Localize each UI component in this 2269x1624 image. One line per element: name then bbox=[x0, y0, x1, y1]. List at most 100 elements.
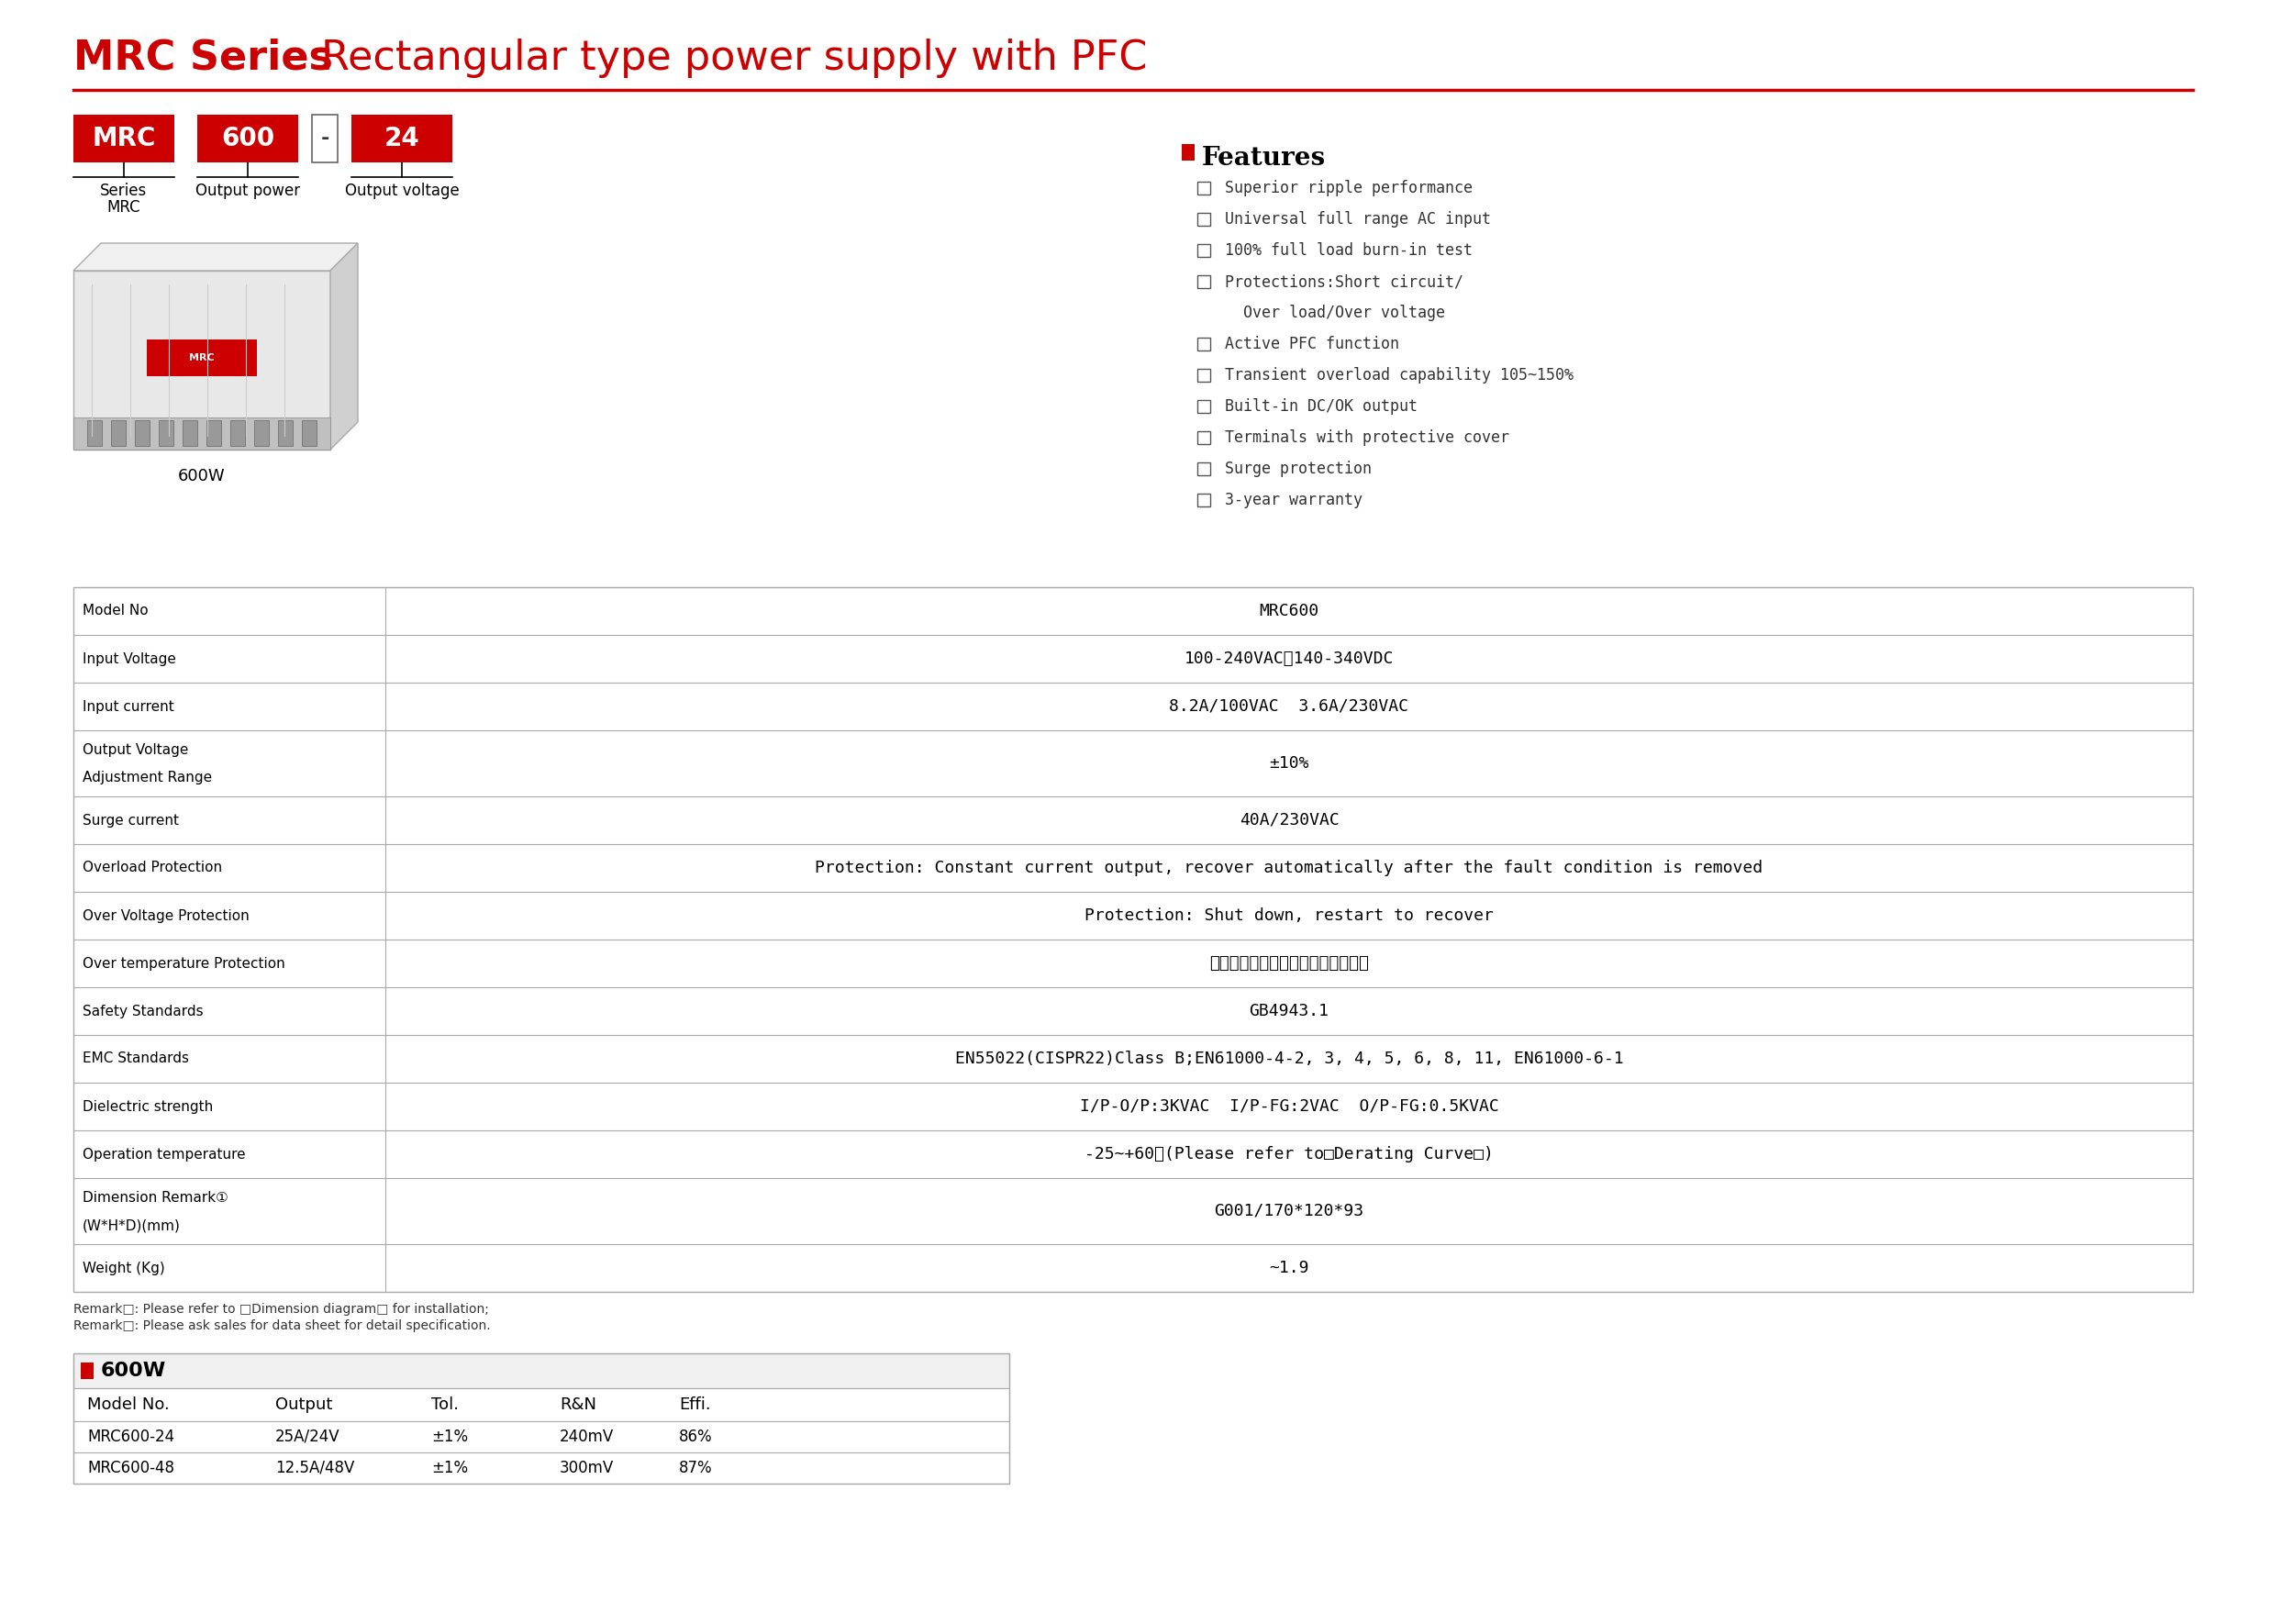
Text: 25A/24V: 25A/24V bbox=[275, 1429, 340, 1445]
Text: Over load/Over voltage: Over load/Over voltage bbox=[1225, 305, 1445, 322]
Text: 24: 24 bbox=[383, 125, 420, 151]
Bar bbox=[1198, 213, 1209, 226]
Bar bbox=[1198, 338, 1209, 351]
Text: 40A/230VAC: 40A/230VAC bbox=[1239, 812, 1339, 828]
Text: Safety Standards: Safety Standards bbox=[82, 1004, 204, 1018]
Text: -25~+60℃(Please refer to□Derating Curve□): -25~+60℃(Please refer to□Derating Curve□… bbox=[1085, 1147, 1493, 1163]
Text: Model No.: Model No. bbox=[86, 1397, 170, 1413]
Text: Adjustment Range: Adjustment Range bbox=[82, 771, 211, 784]
Text: Series: Series bbox=[100, 182, 147, 200]
Text: Over Voltage Protection: Over Voltage Protection bbox=[82, 909, 250, 922]
Text: ±1%: ±1% bbox=[431, 1429, 467, 1445]
Text: 240mV: 240mV bbox=[560, 1429, 615, 1445]
Text: EMC Standards: EMC Standards bbox=[82, 1052, 188, 1065]
Text: 600: 600 bbox=[220, 125, 275, 151]
Text: Dimension Remark①: Dimension Remark① bbox=[82, 1190, 229, 1205]
Bar bbox=[1182, 145, 1193, 161]
Text: Superior ripple performance: Superior ripple performance bbox=[1225, 180, 1473, 197]
Text: Output power: Output power bbox=[195, 182, 300, 200]
Text: Protection: Shut down, restart to recover: Protection: Shut down, restart to recove… bbox=[1085, 908, 1493, 924]
Text: Remark□: Please ask sales for data sheet for detail specification.: Remark□: Please ask sales for data sheet… bbox=[73, 1319, 490, 1332]
Text: 关断输出，温度恢复正常后自动恢复: 关断输出，温度恢复正常后自动恢复 bbox=[1209, 955, 1368, 971]
Text: Effi.: Effi. bbox=[678, 1397, 710, 1413]
Text: Weight (Kg): Weight (Kg) bbox=[82, 1262, 166, 1275]
Text: Operation temperature: Operation temperature bbox=[82, 1147, 245, 1161]
Text: Surge current: Surge current bbox=[82, 814, 179, 827]
Bar bbox=[86, 421, 102, 447]
Polygon shape bbox=[331, 244, 359, 450]
Text: Transient overload capability 105~150%: Transient overload capability 105~150% bbox=[1225, 367, 1572, 383]
Bar bbox=[206, 421, 220, 447]
Bar bbox=[254, 421, 268, 447]
Bar bbox=[73, 588, 2192, 1291]
Text: Terminals with protective cover: Terminals with protective cover bbox=[1225, 429, 1509, 447]
Text: MRC: MRC bbox=[188, 354, 216, 362]
Bar bbox=[197, 115, 297, 162]
Bar bbox=[352, 115, 452, 162]
Text: MRC600: MRC600 bbox=[1259, 603, 1318, 619]
Text: Tol.: Tol. bbox=[431, 1397, 458, 1413]
Text: 300mV: 300mV bbox=[560, 1460, 615, 1476]
Text: Output Voltage: Output Voltage bbox=[82, 744, 188, 757]
Bar bbox=[1198, 432, 1209, 443]
Text: MRC Series: MRC Series bbox=[73, 39, 334, 78]
Bar bbox=[1198, 463, 1209, 476]
Polygon shape bbox=[73, 244, 359, 271]
Text: Model No: Model No bbox=[82, 604, 147, 619]
Text: Output: Output bbox=[275, 1397, 334, 1413]
Text: 600W: 600W bbox=[179, 468, 225, 484]
Bar bbox=[302, 421, 318, 447]
Bar bbox=[73, 1452, 1010, 1484]
Text: Rectangular type power supply with PFC: Rectangular type power supply with PFC bbox=[322, 39, 1148, 78]
Text: Overload Protection: Overload Protection bbox=[82, 861, 222, 875]
Bar bbox=[1198, 400, 1209, 412]
Text: GB4943.1: GB4943.1 bbox=[1250, 1004, 1330, 1020]
Bar bbox=[229, 421, 245, 447]
Text: Active PFC function: Active PFC function bbox=[1225, 336, 1400, 352]
Bar bbox=[159, 421, 172, 447]
Text: Input Voltage: Input Voltage bbox=[82, 651, 177, 666]
Bar bbox=[1198, 494, 1209, 507]
Text: MRC600-24: MRC600-24 bbox=[86, 1429, 175, 1445]
Bar bbox=[73, 1421, 1010, 1452]
Text: 87%: 87% bbox=[678, 1460, 712, 1476]
Bar bbox=[1198, 182, 1209, 195]
Text: Output voltage: Output voltage bbox=[345, 182, 458, 200]
Text: 8.2A/100VAC  3.6A/230VAC: 8.2A/100VAC 3.6A/230VAC bbox=[1169, 698, 1409, 715]
Bar bbox=[73, 1389, 1010, 1421]
Text: ±10%: ±10% bbox=[1268, 755, 1309, 771]
Bar bbox=[147, 339, 256, 377]
Bar bbox=[82, 1363, 93, 1379]
Text: Protection: Constant current output, recover automatically after the fault condi: Protection: Constant current output, rec… bbox=[815, 859, 1763, 877]
Text: Features: Features bbox=[1203, 146, 1325, 171]
Text: 100-240VAC或140-340VDC: 100-240VAC或140-340VDC bbox=[1184, 651, 1393, 667]
Text: 86%: 86% bbox=[678, 1429, 712, 1445]
Bar bbox=[73, 1353, 1010, 1389]
Text: ~1.9: ~1.9 bbox=[1268, 1260, 1309, 1276]
Text: Protections:Short circuit/: Protections:Short circuit/ bbox=[1225, 273, 1464, 291]
Text: 3-year warranty: 3-year warranty bbox=[1225, 492, 1361, 508]
Bar bbox=[1198, 369, 1209, 382]
Text: 600W: 600W bbox=[100, 1361, 166, 1380]
Text: Remark□: Please refer to □Dimension diagram□ for installation;: Remark□: Please refer to □Dimension diag… bbox=[73, 1302, 488, 1315]
Text: ±1%: ±1% bbox=[431, 1460, 467, 1476]
Bar bbox=[311, 115, 338, 162]
Text: 100% full load burn-in test: 100% full load burn-in test bbox=[1225, 242, 1473, 258]
Text: G001/170*120*93: G001/170*120*93 bbox=[1214, 1203, 1364, 1220]
Polygon shape bbox=[73, 271, 331, 450]
Bar bbox=[111, 421, 125, 447]
Text: R&N: R&N bbox=[560, 1397, 597, 1413]
Text: Over temperature Protection: Over temperature Protection bbox=[82, 957, 286, 970]
Text: (W*H*D)(mm): (W*H*D)(mm) bbox=[82, 1218, 182, 1233]
Text: -: - bbox=[320, 130, 329, 148]
Text: Surge protection: Surge protection bbox=[1225, 461, 1373, 477]
Bar bbox=[182, 421, 197, 447]
Text: I/P-O/P:3KVAC  I/P-FG:2VAC  O/P-FG:0.5KVAC: I/P-O/P:3KVAC I/P-FG:2VAC O/P-FG:0.5KVAC bbox=[1080, 1098, 1498, 1114]
Text: MRC600-48: MRC600-48 bbox=[86, 1460, 175, 1476]
Bar bbox=[1198, 244, 1209, 257]
Text: MRC: MRC bbox=[93, 125, 157, 151]
Bar bbox=[73, 1353, 1010, 1484]
Text: Dielectric strength: Dielectric strength bbox=[82, 1099, 213, 1114]
Text: Built-in DC/OK output: Built-in DC/OK output bbox=[1225, 398, 1418, 414]
Bar bbox=[1198, 274, 1209, 287]
